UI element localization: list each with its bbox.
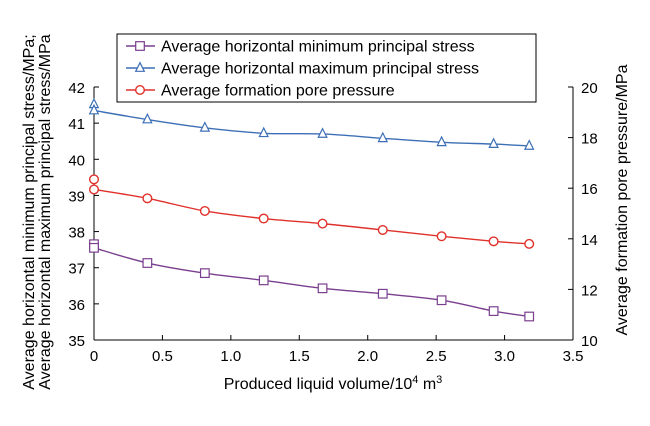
x-tick-label: 3.5	[563, 348, 584, 365]
series-3-point	[436, 231, 447, 242]
series-1-point	[142, 258, 153, 268]
series-1-point	[436, 295, 447, 306]
y-right-tick-label: 12	[581, 282, 598, 299]
y-axis-left-title-line1: Average horizontal maximum principal str…	[37, 34, 54, 390]
series-1-point	[488, 306, 499, 316]
y-right-tick-label: 16	[581, 181, 598, 198]
chart-axes	[93, 87, 574, 341]
series-3-point	[317, 218, 328, 229]
series-3-point	[377, 224, 388, 235]
y-right-tick-label: 10	[581, 333, 598, 350]
y-left-tick-label: 36	[68, 297, 85, 314]
series-1-point	[377, 288, 388, 299]
x-tick-label: 2.0	[357, 348, 378, 365]
y-right-tick-label: 18	[581, 131, 598, 148]
series-2-point	[317, 127, 328, 138]
series-1-point	[258, 275, 269, 286]
legend-label: Average horizontal minimum principal str…	[161, 39, 475, 56]
x-tick-label: 0	[90, 348, 98, 365]
y-left-tick-label: 41	[68, 116, 85, 133]
series-1-point	[199, 268, 210, 279]
series-2-point	[88, 103, 100, 115]
y-right-tick-label: 14	[581, 232, 598, 249]
x-tick-label: 0.5	[152, 348, 173, 365]
legend-marker	[134, 84, 145, 95]
series-line-1	[93, 247, 530, 318]
chart-ticks: 0 0.5 1.0 1.5 2.0 2.5 3.0 3.5 35 36 37 38 39 40 41 42 10…	[68, 80, 597, 365]
y-left-tick-label: 39	[68, 188, 85, 205]
series-3-point	[199, 205, 210, 216]
y-left-tick-label: 42	[68, 80, 85, 97]
series-3-point	[488, 236, 499, 247]
series-1-point	[317, 283, 328, 294]
series-3-point	[142, 193, 153, 204]
legend-label: Average formation pore pressure	[161, 83, 395, 100]
series-1-point	[524, 311, 535, 322]
series-2-point	[436, 135, 447, 147]
chart-series	[88, 97, 535, 322]
series-2-point	[199, 121, 211, 132]
y-axis-right-title: Average formation pore pressure/MPa	[614, 64, 631, 335]
legend-box	[116, 33, 537, 103]
y-left-tick-label: 35	[68, 333, 85, 350]
x-tick-label: 2.5	[426, 348, 447, 365]
series-line-3	[93, 188, 530, 245]
y-axis-left-title-line2: Average horizontal minimum principal str…	[21, 34, 38, 389]
series-2-point	[258, 126, 269, 138]
series-3-point	[524, 238, 535, 249]
series-2-point	[523, 139, 535, 150]
x-tick-label: 1.5	[289, 348, 310, 365]
legend-marker	[135, 41, 145, 51]
y-left-tick-label: 40	[68, 152, 85, 169]
series-3-point	[88, 184, 99, 195]
series-3-point	[88, 174, 99, 185]
series-3-point	[258, 213, 269, 224]
series-2-point	[142, 112, 153, 124]
y-left-tick-label: 37	[68, 261, 85, 278]
series-2-point	[377, 131, 389, 143]
y-right-tick-label: 20	[581, 80, 598, 97]
x-tick-label: 3.0	[494, 348, 515, 365]
legend-marker	[134, 61, 146, 72]
series-2-point	[488, 137, 499, 149]
series-line-2	[93, 109, 530, 147]
series-1-point	[89, 242, 99, 253]
chart-legend: Average horizontal minimum principal str…	[116, 33, 537, 103]
y-left-tick-label: 38	[68, 225, 85, 242]
x-tick-label: 1.0	[220, 348, 241, 365]
legend-label: Average horizontal maximum principal str…	[161, 61, 479, 78]
x-axis-title: Produced liquid volume/104 m3	[224, 374, 443, 393]
